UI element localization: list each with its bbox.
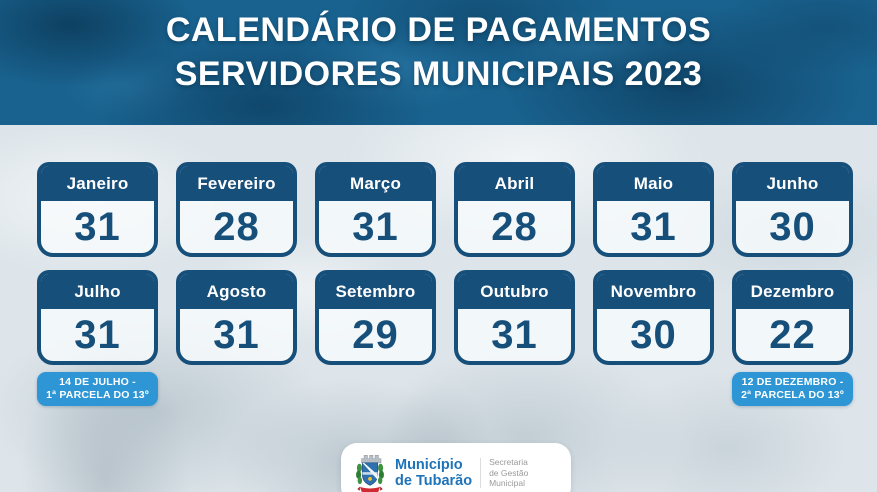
note-line-2: 1ª PARCELA DO 13º: [46, 389, 149, 401]
month-name: Fevereiro: [180, 166, 293, 201]
payment-day: 28: [491, 205, 538, 249]
month-name: Janeiro: [41, 166, 154, 201]
month-body: 30: [597, 309, 710, 361]
month-name: Dezembro: [736, 274, 849, 309]
month-card: Maio 31: [593, 162, 714, 257]
month-name: Setembro: [319, 274, 432, 309]
payment-day: 30: [769, 205, 816, 249]
payment-day: 31: [352, 205, 399, 249]
month-card: Fevereiro 28: [176, 162, 297, 257]
month-body: 28: [180, 201, 293, 253]
month-cell-outubro: Outubro 31: [454, 270, 575, 406]
month-card: Abril 28: [454, 162, 575, 257]
month-card: Novembro 30: [593, 270, 714, 365]
month-card: Junho 30: [732, 162, 853, 257]
month-cell-janeiro: Janeiro 31: [37, 162, 158, 257]
page-title: CALENDÁRIO DE PAGAMENTOS SERVIDORES MUNI…: [0, 8, 877, 96]
month-name: Maio: [597, 166, 710, 201]
month-name: Março: [319, 166, 432, 201]
month-body: 29: [319, 309, 432, 361]
month-cell-abril: Abril 28: [454, 162, 575, 257]
month-grid: Janeiro 31 Fevereiro 28 Março 31: [37, 162, 853, 406]
payment-day: 31: [74, 313, 121, 357]
payment-day: 31: [74, 205, 121, 249]
month-body: 31: [458, 309, 571, 361]
month-cell-agosto: Agosto 31: [176, 270, 297, 406]
payment-day: 31: [213, 313, 260, 357]
department-line-3: Municipal: [489, 478, 525, 489]
department-name: Secretaria de Gestão Municipal: [489, 457, 528, 489]
note-line-1: 12 DE DEZEMBRO -: [741, 376, 844, 388]
municipality-name-line-1: Município: [395, 456, 463, 473]
payment-day: 31: [491, 313, 538, 357]
title-line-1: CALENDÁRIO DE PAGAMENTOS: [165, 11, 712, 49]
payment-day: 31: [630, 205, 677, 249]
tubarao-coat-of-arms-icon: [356, 454, 384, 492]
footer-divider: [480, 458, 482, 488]
municipality-logo-card: Município de Tubarão Secretaria de Gestã…: [341, 443, 571, 492]
month-card: Janeiro 31: [37, 162, 158, 257]
municipality-name-line-2: de Tubarão: [395, 473, 473, 489]
month-cell-marco: Março 31: [315, 162, 436, 257]
month-body: 22: [736, 309, 849, 361]
month-body: 30: [736, 201, 849, 253]
month-name: Novembro: [597, 274, 710, 309]
month-body: 28: [458, 201, 571, 253]
thirteenth-salary-note-december: 12 DE DEZEMBRO - 2ª PARCELA DO 13º: [732, 372, 853, 406]
month-body: 31: [319, 201, 432, 253]
payment-day: 30: [630, 313, 677, 357]
month-body: 31: [597, 201, 710, 253]
month-card: Março 31: [315, 162, 436, 257]
month-cell-setembro: Setembro 29: [315, 270, 436, 406]
title-line-2: SERVIDORES MUNICIPAIS 2023: [174, 55, 703, 93]
month-cell-novembro: Novembro 30: [593, 270, 714, 406]
month-name: Outubro: [458, 274, 571, 309]
thirteenth-salary-note-july: 14 DE JULHO - 1ª PARCELA DO 13º: [37, 372, 158, 406]
note-line-1: 14 DE JULHO -: [59, 376, 136, 388]
month-cell-junho: Junho 30: [732, 162, 853, 257]
month-name: Abril: [458, 166, 571, 201]
month-body: 31: [41, 309, 154, 361]
month-card: Setembro 29: [315, 270, 436, 365]
month-card: Outubro 31: [454, 270, 575, 365]
payment-day: 22: [769, 313, 816, 357]
month-body: 31: [41, 201, 154, 253]
month-name: Julho: [41, 274, 154, 309]
month-cell-fevereiro: Fevereiro 28: [176, 162, 297, 257]
month-cell-dezembro: Dezembro 22 12 DE DEZEMBRO - 2ª PARCELA …: [732, 270, 853, 406]
municipality-name: Município de Tubarão: [395, 457, 472, 490]
payment-day: 29: [352, 313, 399, 357]
payment-day: 28: [213, 205, 260, 249]
department-line-2: de Gestão: [489, 467, 529, 478]
department-line-1: Secretaria: [489, 457, 528, 468]
month-cell-maio: Maio 31: [593, 162, 714, 257]
month-cell-julho: Julho 31 14 DE JULHO - 1ª PARCELA DO 13º: [37, 270, 158, 406]
top-photo-band: [0, 0, 877, 125]
month-body: 31: [180, 309, 293, 361]
month-card: Dezembro 22: [732, 270, 853, 365]
note-line-2: 2ª PARCELA DO 13º: [741, 389, 844, 401]
month-name: Agosto: [180, 274, 293, 309]
month-name: Junho: [736, 166, 849, 201]
month-card: Agosto 31: [176, 270, 297, 365]
month-card: Julho 31: [37, 270, 158, 365]
